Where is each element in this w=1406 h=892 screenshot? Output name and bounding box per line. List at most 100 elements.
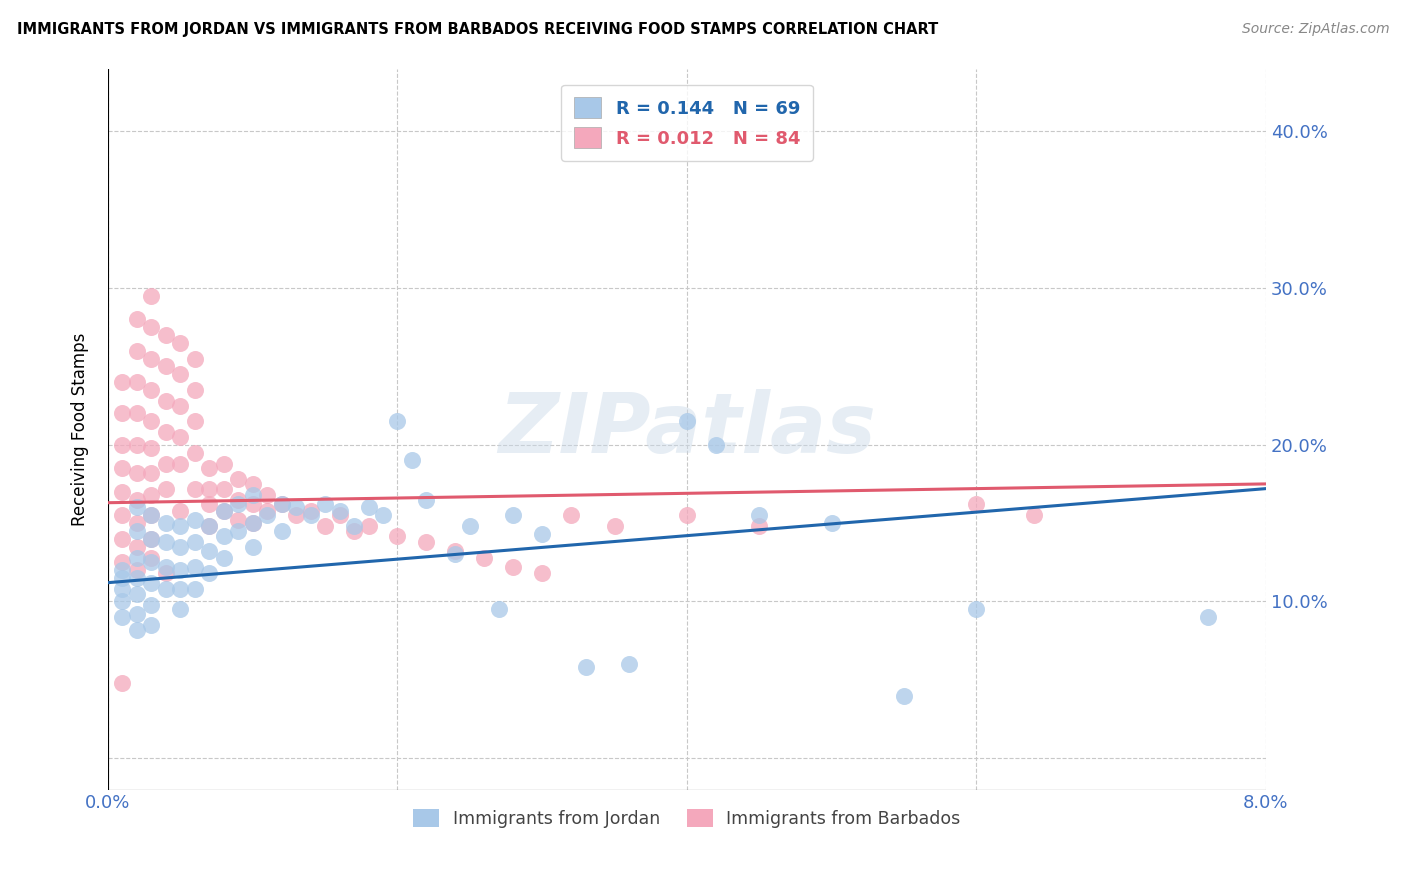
Point (198, 566, 221, 581)
Point (111, 508, 134, 523)
Point (125, 540, 148, 554)
Point (357, 519, 380, 533)
Point (141, 508, 163, 523)
Point (125, 438, 148, 452)
Point (155, 535, 177, 549)
Point (893, 689, 915, 703)
Point (1024, 508, 1046, 523)
Point (242, 476, 264, 491)
Point (285, 500, 308, 515)
Point (169, 457, 191, 471)
Point (226, 497, 249, 511)
Point (966, 497, 988, 511)
Point (111, 406, 134, 420)
Point (212, 528, 235, 542)
Point (169, 602, 191, 616)
Point (125, 623, 148, 637)
Point (111, 438, 134, 452)
Point (226, 524, 249, 538)
Point (125, 571, 148, 585)
Point (531, 527, 554, 541)
Point (343, 519, 366, 533)
Point (256, 508, 278, 523)
Point (472, 550, 495, 565)
Point (111, 532, 134, 546)
Point (111, 563, 134, 577)
Legend: Immigrants from Jordan, Immigrants from Barbados: Immigrants from Jordan, Immigrants from … (406, 802, 967, 835)
Point (575, 660, 598, 674)
Point (198, 519, 221, 533)
Point (184, 482, 207, 496)
Point (371, 508, 394, 523)
Point (125, 500, 148, 515)
Point (242, 516, 264, 530)
Point (155, 457, 177, 471)
Point (125, 607, 148, 621)
Point (212, 503, 235, 517)
Point (141, 508, 163, 523)
Point (329, 503, 352, 517)
Point (111, 610, 134, 624)
Point (242, 540, 264, 554)
Point (155, 566, 177, 581)
Point (141, 466, 163, 480)
Point (155, 582, 177, 596)
Point (169, 519, 191, 533)
Point (212, 550, 235, 565)
Point (169, 563, 191, 577)
Point (155, 482, 177, 496)
Point (184, 414, 207, 428)
Point (184, 582, 207, 596)
Point (111, 484, 134, 499)
Point (401, 453, 423, 467)
Point (198, 544, 221, 558)
Point (125, 466, 148, 480)
Point (617, 657, 640, 672)
Point (704, 438, 727, 452)
Point (141, 575, 163, 590)
Point (141, 289, 163, 303)
Point (155, 516, 177, 530)
Point (748, 519, 770, 533)
Point (226, 472, 249, 486)
Point (141, 532, 163, 546)
Point (198, 482, 221, 496)
Point (125, 406, 148, 420)
Point (226, 492, 249, 507)
Point (111, 461, 134, 475)
Point (458, 519, 481, 533)
Point (502, 560, 524, 574)
Point (141, 320, 163, 334)
Point (256, 488, 278, 502)
Point (141, 383, 163, 397)
Point (357, 500, 380, 515)
Point (415, 492, 437, 507)
Point (155, 560, 177, 574)
Point (531, 566, 554, 581)
Point (169, 540, 191, 554)
Point (169, 430, 191, 444)
Point (125, 375, 148, 389)
Point (242, 488, 264, 502)
Point (111, 571, 134, 585)
Point (141, 488, 163, 502)
Point (111, 375, 134, 389)
Point (343, 524, 366, 538)
Point (748, 508, 770, 523)
Point (125, 343, 148, 358)
Point (125, 550, 148, 565)
Point (155, 328, 177, 343)
Point (155, 359, 177, 374)
Point (125, 563, 148, 577)
Point (329, 508, 352, 523)
Point (198, 461, 221, 475)
Point (125, 587, 148, 601)
Point (270, 497, 292, 511)
Point (966, 602, 988, 616)
Point (141, 532, 163, 546)
Point (242, 497, 264, 511)
Point (184, 535, 207, 549)
Point (141, 550, 163, 565)
Point (141, 555, 163, 569)
Point (198, 519, 221, 533)
